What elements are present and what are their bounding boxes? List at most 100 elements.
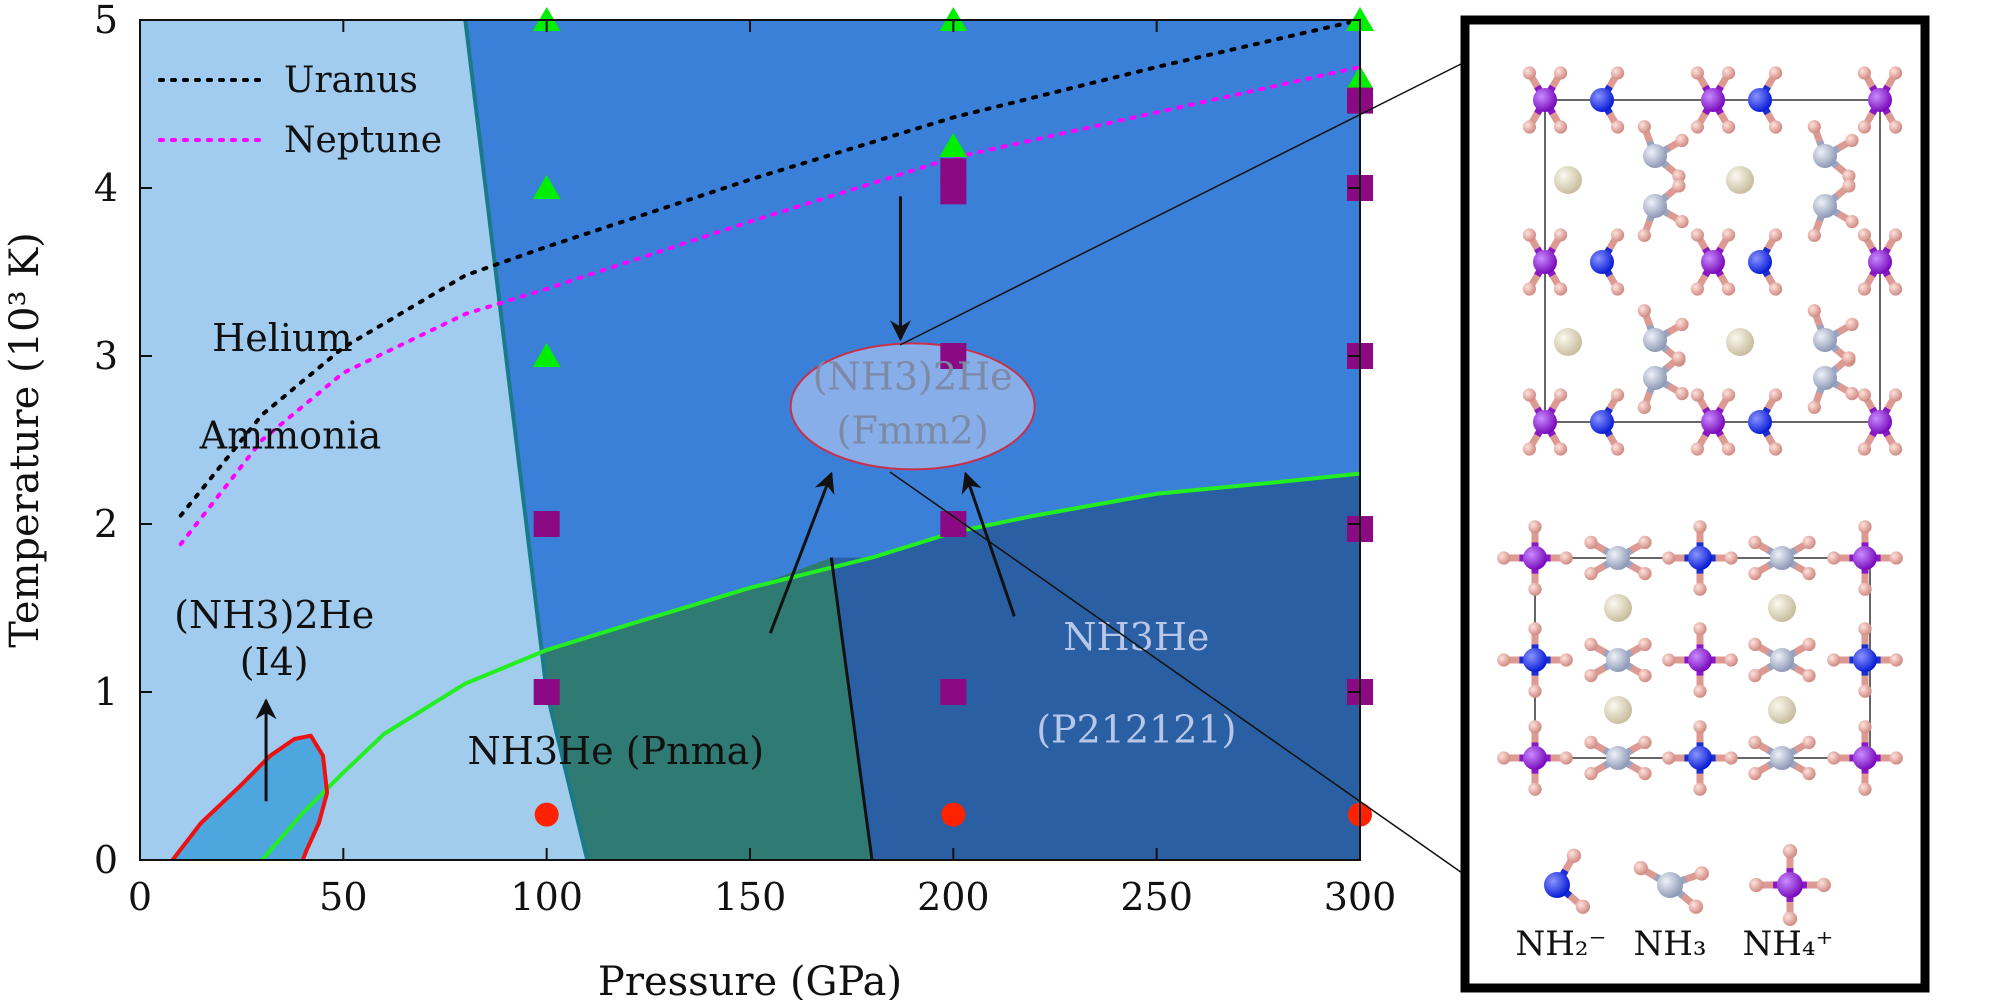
phase-regions bbox=[140, 20, 1360, 860]
n2-nitrogen-atom bbox=[1590, 410, 1614, 434]
hydrogen-atom bbox=[1842, 351, 1856, 365]
nh4-molecule bbox=[1857, 388, 1903, 456]
hydrogen-atom bbox=[1611, 120, 1625, 134]
hydrogen-atom bbox=[1554, 66, 1568, 80]
hydrogen-atom bbox=[1675, 215, 1689, 229]
hydrogen-atom bbox=[1802, 637, 1816, 652]
nh2-molecule bbox=[1748, 388, 1783, 456]
x-tick-label: 0 bbox=[128, 875, 152, 919]
hydrogen-atom bbox=[1522, 120, 1536, 134]
region-label: Ammonia bbox=[199, 413, 382, 457]
hydrogen-atom bbox=[1889, 388, 1903, 402]
zoom-line-top bbox=[899, 61, 1466, 346]
hydrogen-atom bbox=[1554, 388, 1568, 402]
hydrogen-atom bbox=[1672, 351, 1686, 365]
nh4-molecule bbox=[1749, 844, 1831, 926]
hydrogen-atom bbox=[1554, 228, 1568, 242]
fmm2-highlight-ellipse bbox=[789, 342, 1036, 471]
n4-nitrogen-atom bbox=[1853, 546, 1877, 570]
nh4-molecule bbox=[1827, 720, 1903, 796]
triangle-marker bbox=[532, 175, 561, 199]
nh3-molecule bbox=[1637, 304, 1689, 367]
hydrogen-atom bbox=[1889, 442, 1903, 456]
region-label: (NH3)2He bbox=[174, 593, 374, 637]
hydrogen-atom bbox=[1845, 215, 1859, 229]
n4-nitrogen-atom bbox=[1868, 410, 1892, 434]
hydrogen-atom bbox=[1528, 622, 1542, 636]
square-marker bbox=[940, 343, 967, 369]
hydrogen-atom bbox=[1638, 535, 1652, 550]
hydrogen-atom bbox=[1559, 751, 1573, 765]
nh4-molecule bbox=[1662, 622, 1738, 698]
hydrogen-atom bbox=[1857, 442, 1871, 456]
hydrogen-atom bbox=[1690, 120, 1704, 134]
nh4-molecule bbox=[1522, 228, 1568, 296]
n2-nitrogen-atom bbox=[1688, 746, 1712, 770]
hydrogen-atom bbox=[1528, 720, 1542, 734]
nh3-molecule bbox=[1748, 535, 1816, 581]
hydrogen-atom bbox=[1748, 535, 1762, 550]
nh3-molecule bbox=[1637, 351, 1689, 414]
hydrogen-atom bbox=[1638, 735, 1652, 750]
hydrogen-atom bbox=[1724, 751, 1738, 765]
hydrogen-atom bbox=[1672, 179, 1686, 193]
n4-nitrogen-atom bbox=[1868, 250, 1892, 274]
hydrogen-atom bbox=[1769, 442, 1783, 456]
hydrogen-atom bbox=[1637, 304, 1651, 318]
n2-nitrogen-atom bbox=[1748, 410, 1772, 434]
hydrogen-atom bbox=[1554, 282, 1568, 296]
hydrogen-atom bbox=[1827, 751, 1841, 765]
y-tick-label: 5 bbox=[94, 0, 118, 42]
x-tick-label: 50 bbox=[319, 875, 367, 919]
y-tick-label: 4 bbox=[94, 166, 118, 210]
nh2-molecule bbox=[1748, 228, 1783, 296]
nh3-molecule bbox=[1637, 120, 1689, 183]
n3-nitrogen-atom bbox=[1813, 194, 1837, 218]
hydrogen-atom bbox=[1858, 720, 1872, 734]
arrow-2 bbox=[768, 471, 835, 634]
hydrogen-atom bbox=[1816, 877, 1831, 893]
hydrogen-atom bbox=[1528, 684, 1542, 698]
n4-nitrogen-atom bbox=[1533, 250, 1557, 274]
label-nh4-plus: NH₄⁺ bbox=[1743, 924, 1834, 964]
n4-nitrogen-atom bbox=[1701, 410, 1725, 434]
hydrogen-atom bbox=[1662, 551, 1676, 565]
hydrogen-atom bbox=[1845, 387, 1859, 401]
y-tick-label: 3 bbox=[94, 334, 118, 378]
square-marker bbox=[533, 679, 560, 705]
helium-ammonia-region bbox=[140, 20, 588, 860]
hydrogen-atom bbox=[1748, 637, 1762, 652]
y-tick-label: 1 bbox=[94, 670, 118, 714]
hydrogen-atom bbox=[1688, 899, 1704, 914]
crystal-structure-panel: NH₂⁻ NH₃ NH₄⁺ bbox=[1460, 15, 1930, 993]
zoom-line-bottom bbox=[889, 471, 1466, 876]
hydrogen-atom bbox=[1528, 582, 1542, 596]
n2-nitrogen-atom bbox=[1688, 546, 1712, 570]
hydrogen-atom bbox=[1690, 442, 1704, 456]
y-tick-label: 2 bbox=[94, 502, 118, 546]
n4-nitrogen-atom bbox=[1523, 546, 1547, 570]
i4-region-outline bbox=[170, 733, 330, 860]
hydrogen-atom bbox=[1638, 669, 1652, 683]
hydrogen-atom bbox=[1748, 735, 1762, 750]
hydrogen-atom bbox=[1722, 228, 1736, 242]
hydrogen-atom bbox=[1584, 669, 1598, 683]
structure-view-top bbox=[1522, 66, 1903, 456]
x-tick-label: 300 bbox=[1324, 875, 1397, 919]
hydrogen-atom bbox=[1769, 66, 1783, 80]
n2-nitrogen-atom bbox=[1590, 250, 1614, 274]
hydrogen-atom bbox=[1584, 735, 1598, 750]
hydrogen-atom bbox=[1889, 66, 1903, 80]
hydrogen-atom bbox=[1748, 669, 1762, 683]
hydrogen-atom bbox=[1693, 582, 1707, 596]
nh4-molecule bbox=[1857, 228, 1903, 296]
hydrogen-atom bbox=[1889, 551, 1903, 565]
structure-view-bottom bbox=[1497, 520, 1903, 796]
nh3-molecule bbox=[1807, 351, 1859, 414]
nh4-molecule bbox=[1497, 720, 1573, 796]
molecule-legend bbox=[1544, 844, 1831, 926]
hydrogen-atom bbox=[1584, 767, 1598, 781]
circle-marker bbox=[941, 802, 966, 827]
hydrogen-atom bbox=[1559, 653, 1573, 667]
